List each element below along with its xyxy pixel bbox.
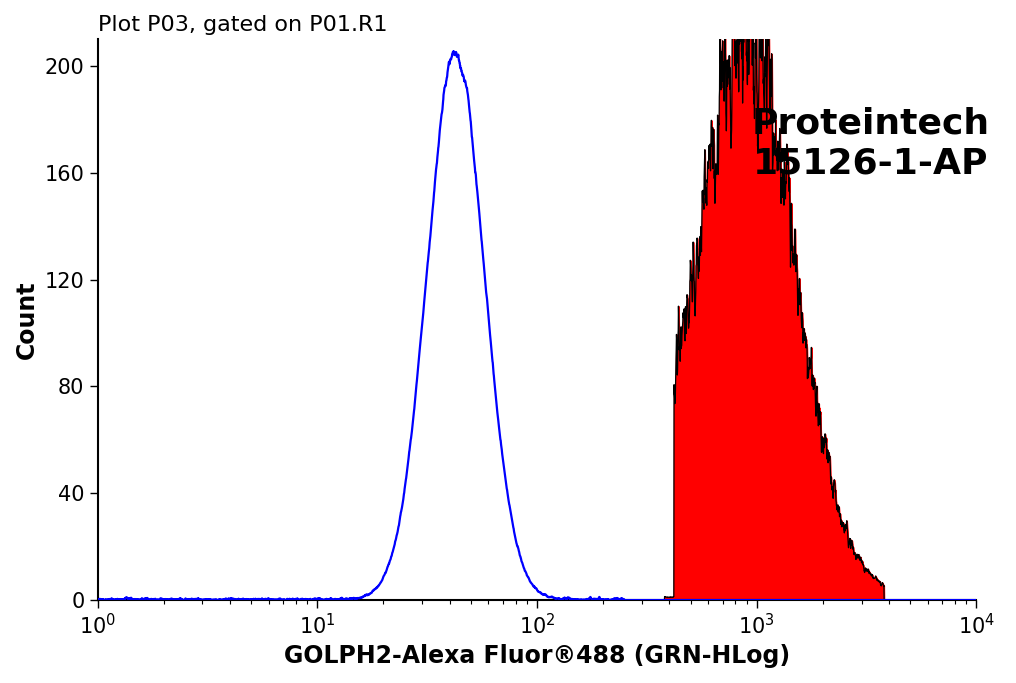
X-axis label: GOLPH2-Alexa Fluor®488 (GRN-HLog): GOLPH2-Alexa Fluor®488 (GRN-HLog)	[283, 644, 790, 668]
Text: Plot P03, gated on P01.R1: Plot P03, gated on P01.R1	[98, 15, 387, 35]
Text: Proteintech
15126-1-AP: Proteintech 15126-1-AP	[752, 107, 990, 180]
Y-axis label: Count: Count	[15, 281, 39, 359]
